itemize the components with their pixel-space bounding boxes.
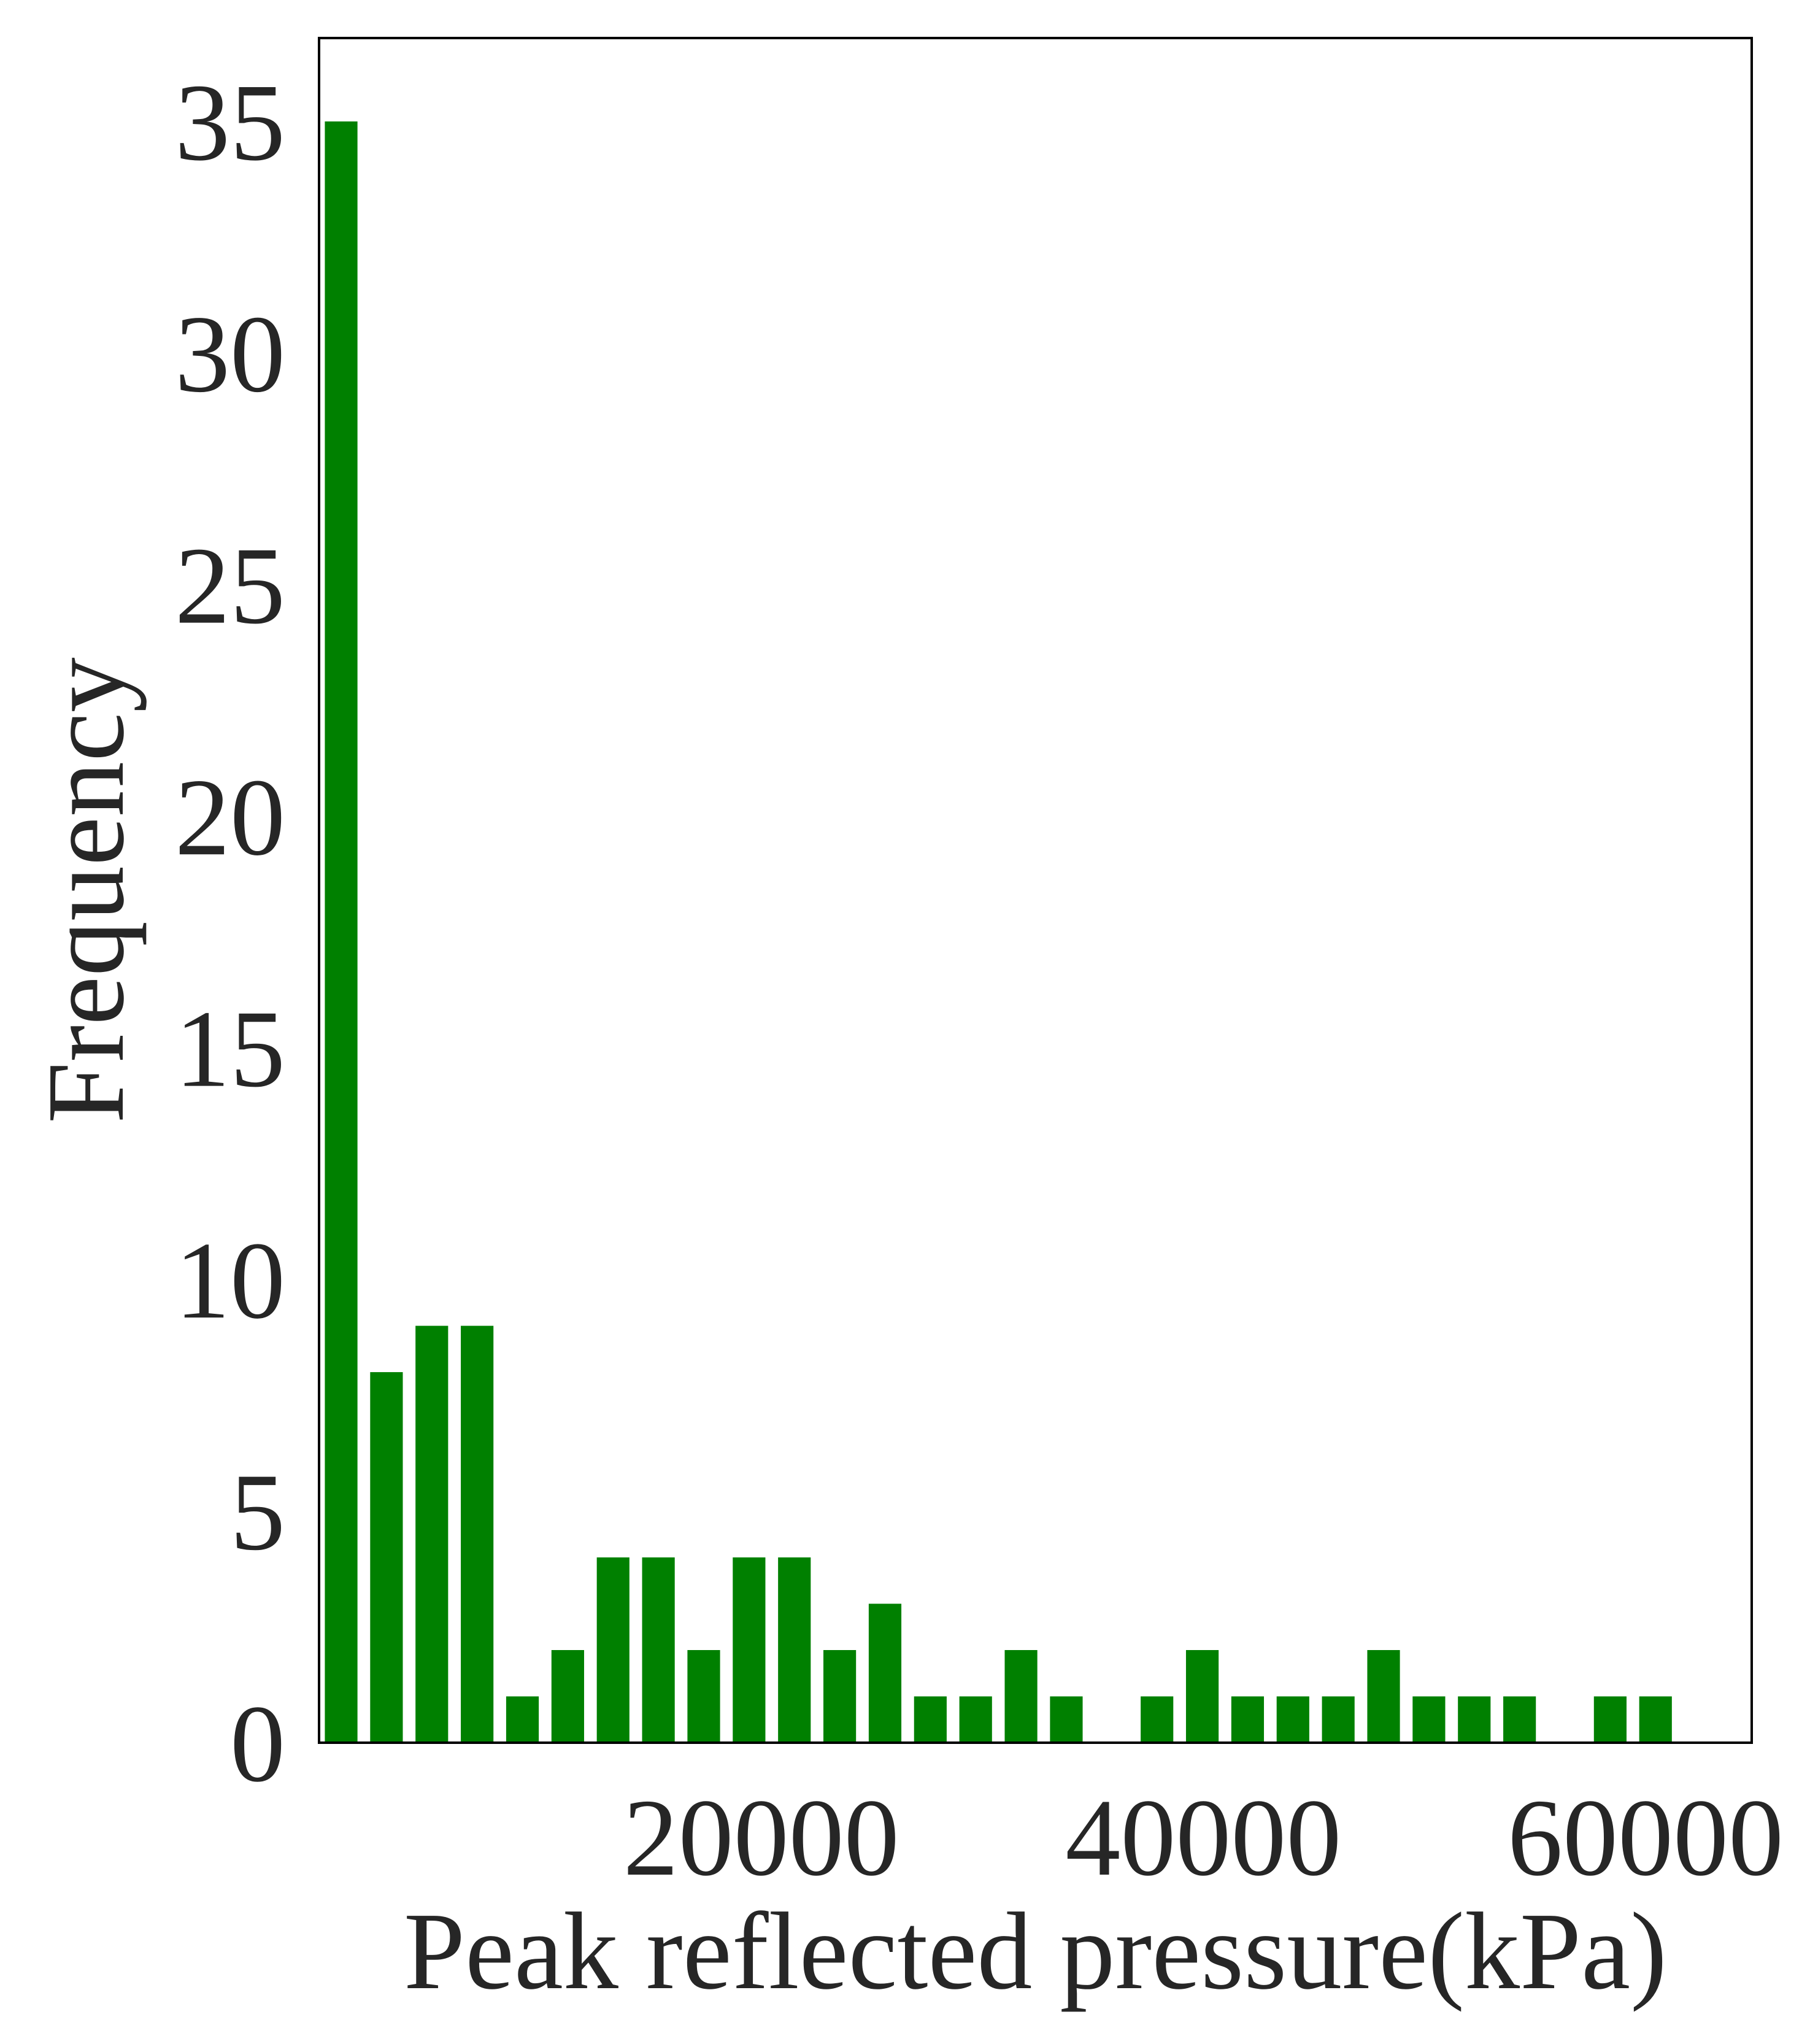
histogram-bar (959, 1696, 992, 1743)
histogram-bar (778, 1557, 811, 1743)
y-tick-label: 20 (175, 756, 285, 878)
histogram-bar (325, 121, 358, 1743)
histogram-bar (1050, 1696, 1083, 1743)
y-tick-label: 25 (175, 525, 285, 647)
histogram-bar (596, 1557, 630, 1743)
x-tick-labels: 20000 40000 60000 (623, 1776, 1784, 1899)
histogram-bar (868, 1603, 902, 1743)
y-axis-title: Frequency (25, 657, 147, 1124)
histogram-bar (1276, 1696, 1309, 1743)
histogram-bar (642, 1557, 675, 1743)
y-tick-label: 15 (175, 988, 285, 1110)
histogram-bar (687, 1650, 720, 1743)
histogram-bar (1367, 1650, 1400, 1743)
x-tick-label: 40000 (1065, 1776, 1341, 1899)
histogram-bar (1458, 1696, 1491, 1743)
histogram-bar (1593, 1696, 1627, 1743)
y-tick-labels: 0 5 10 15 20 25 30 35 (175, 61, 285, 1805)
y-tick-label: 35 (175, 61, 285, 183)
y-tick-label: 30 (175, 293, 285, 415)
x-tick-label: 20000 (623, 1776, 899, 1899)
x-axis-title: Peak reflected pressure(kPa) (404, 1890, 1667, 2012)
histogram-bar (1231, 1696, 1265, 1743)
histogram-bar (1004, 1650, 1038, 1743)
histogram-bar (1503, 1696, 1536, 1743)
histogram-bar (1412, 1696, 1446, 1743)
y-tick-label: 0 (230, 1683, 285, 1805)
histogram-bar (461, 1325, 494, 1743)
y-tick-label: 10 (175, 1219, 285, 1341)
histogram-bar (1322, 1696, 1355, 1743)
histogram-bar (551, 1650, 584, 1743)
plot-frame (318, 37, 1753, 1744)
x-tick-label: 60000 (1508, 1776, 1784, 1899)
histogram-bar (914, 1696, 947, 1743)
histogram-bar (1185, 1650, 1219, 1743)
bars-group (325, 121, 1672, 1743)
histogram-bar (370, 1372, 403, 1743)
y-tick-label: 5 (230, 1451, 285, 1573)
histogram-bar (506, 1696, 539, 1743)
histogram-bar (1639, 1696, 1672, 1743)
histogram-bar (733, 1557, 766, 1743)
histogram-bar (415, 1325, 449, 1743)
histogram-bar (823, 1650, 857, 1743)
histogram-bar (1141, 1696, 1174, 1743)
